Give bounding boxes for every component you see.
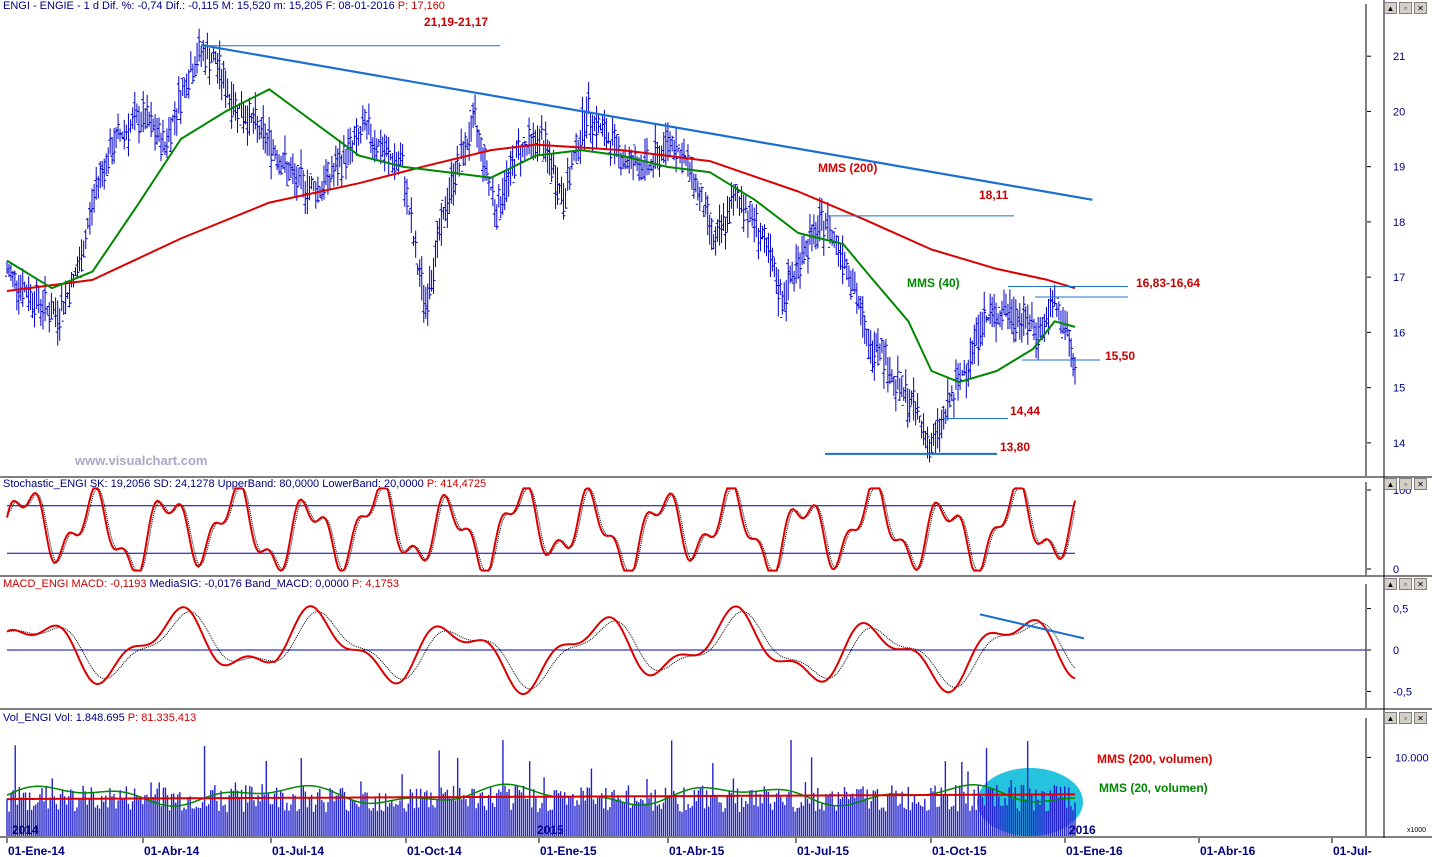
x-axis-tick-label: 01-Ene-16 bbox=[1066, 844, 1123, 857]
price-header-text: ENGI - ENGIE - 1 d Dif. %: -0,74 Dif.: -… bbox=[3, 0, 395, 12]
x-axis-tick-label: 01-Oct-14 bbox=[407, 844, 462, 857]
stoch-sk-line bbox=[6, 487, 1076, 572]
vol-header-last: P: 81.335.413 bbox=[127, 712, 197, 724]
vol-panel-collapse-icon[interactable]: ▲ bbox=[1384, 712, 1397, 724]
volume-panel-header: Vol_ENGI Vol: 1.848.695 P: 81.335.413 bbox=[3, 712, 196, 724]
macd-header-rest: MediaSIG: -0,0176 Band_MACD: 0,0000 bbox=[149, 578, 349, 590]
macd-y-tick-label: 0 bbox=[1393, 645, 1399, 657]
price-y-tick-label: 17 bbox=[1393, 272, 1405, 284]
mms200-label: MMS (200) bbox=[818, 161, 877, 175]
mms40-line bbox=[6, 88, 1076, 384]
mms200-line bbox=[6, 143, 1076, 292]
vol-mms200-line bbox=[7, 793, 1075, 801]
stoch-header-text: Stochastic_ENGI SK: 19,2056 bbox=[3, 478, 151, 490]
price-y-tick-label: 20 bbox=[1393, 106, 1405, 118]
macd-panel-restore-icon[interactable]: ▫ bbox=[1399, 578, 1412, 590]
x-axis-tick-label: 01-Abr-15 bbox=[669, 844, 725, 857]
year-label: 2014 bbox=[12, 823, 39, 837]
macd-y-tick-label: -0,5 bbox=[1393, 686, 1412, 698]
vol-mms20-line bbox=[6, 783, 1075, 807]
macd-header-last: P: 4,1753 bbox=[351, 578, 400, 590]
price-bars-group bbox=[5, 28, 1077, 463]
price-panel-collapse-icon[interactable]: ▲ bbox=[1384, 2, 1397, 14]
volume-bars-group bbox=[6, 739, 1076, 836]
macd-trendline bbox=[979, 613, 1085, 640]
price-panel-header: ENGI - ENGIE - 1 d Dif. %: -0,74 Dif.: -… bbox=[3, 0, 445, 12]
watermark: www.visualchart.com bbox=[74, 453, 207, 468]
price-header-last: P: 17,160 bbox=[397, 0, 445, 12]
level-label: 21,19-21,17 bbox=[424, 15, 488, 29]
vol-mms200-label: MMS (200, volumen) bbox=[1097, 752, 1212, 766]
stoch-header-rest: SD: 24,1278 UpperBand: 80,0000 LowerBand… bbox=[153, 478, 424, 490]
x-axis-tick-label: 01-Abr-16 bbox=[1200, 844, 1256, 857]
price-panel-restore-icon[interactable]: ▫ bbox=[1399, 2, 1412, 14]
macd-line bbox=[6, 605, 1076, 696]
vol-header-text: Vol_ENGI Vol: 1.848.695 bbox=[3, 712, 125, 724]
stoch-y-tick-label: 0 bbox=[1393, 564, 1399, 576]
vol-axis-unit: x1000 bbox=[1407, 827, 1426, 834]
stoch-sd-line bbox=[6, 487, 1076, 572]
stoch-panel-collapse-icon[interactable]: ▲ bbox=[1384, 478, 1397, 490]
price-panel-close-icon[interactable]: ✕ bbox=[1414, 2, 1427, 14]
macd-panel-collapse-icon[interactable]: ▲ bbox=[1384, 578, 1397, 590]
vol-y-tick-label: 10.000 bbox=[1395, 752, 1429, 764]
resistance-trendline bbox=[201, 44, 1093, 201]
price-y-tick-label: 21 bbox=[1393, 51, 1405, 63]
macd-header-text: MACD_ENGI MACD: -0,1193 bbox=[3, 578, 147, 590]
stoch-panel-restore-icon[interactable]: ▫ bbox=[1399, 478, 1412, 490]
x-axis-tick-label: 01-Jul-14 bbox=[272, 844, 324, 857]
vol-panel-close-icon[interactable]: ✕ bbox=[1414, 712, 1427, 724]
vol-panel-restore-icon[interactable]: ▫ bbox=[1399, 712, 1412, 724]
level-label: 13,80 bbox=[1000, 440, 1030, 454]
price-y-tick-label: 18 bbox=[1393, 217, 1405, 229]
mms40-label: MMS (40) bbox=[907, 276, 960, 290]
x-axis-tick-label: 01-Ene-15 bbox=[540, 844, 597, 857]
x-axis-tick-label: 01-Jul-15 bbox=[797, 844, 849, 857]
stoch-panel-close-icon[interactable]: ✕ bbox=[1414, 478, 1427, 490]
price-y-tick-label: 16 bbox=[1393, 327, 1405, 339]
level-label: 15,50 bbox=[1105, 349, 1135, 363]
level-label: 14,44 bbox=[1010, 404, 1040, 418]
year-label: 2016 bbox=[1069, 823, 1096, 837]
stoch-header-last: P: 414,4725 bbox=[426, 478, 487, 490]
x-axis-tick-label: 01-Jul- bbox=[1333, 844, 1372, 857]
year-label: 2015 bbox=[537, 823, 564, 837]
level-label: 16,83-16,64 bbox=[1136, 276, 1200, 290]
price-y-tick-label: 15 bbox=[1393, 383, 1405, 395]
price-y-tick-label: 14 bbox=[1393, 438, 1405, 450]
macd-panel-header: MACD_ENGI MACD: -0,1193 MediaSIG: -0,017… bbox=[3, 578, 399, 590]
x-axis-tick-label: 01-Ene-14 bbox=[8, 844, 65, 857]
x-axis-tick-label: 01-Abr-14 bbox=[144, 844, 200, 857]
price-y-tick-label: 19 bbox=[1393, 162, 1405, 174]
x-axis-tick-label: 01-Oct-15 bbox=[932, 844, 987, 857]
stochastic-panel-header: Stochastic_ENGI SK: 19,2056 SD: 24,1278 … bbox=[3, 478, 486, 490]
vol-mms20-label: MMS (20, volumen) bbox=[1099, 781, 1208, 795]
macd-y-tick-label: 0,5 bbox=[1393, 604, 1408, 616]
level-label: 18,11 bbox=[979, 188, 1009, 202]
macd-panel-close-icon[interactable]: ✕ bbox=[1414, 578, 1427, 590]
